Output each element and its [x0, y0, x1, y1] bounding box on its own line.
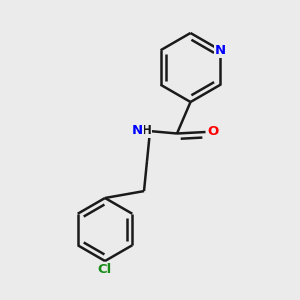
- Text: N: N: [215, 44, 226, 57]
- Text: H: H: [142, 124, 151, 137]
- Text: Cl: Cl: [98, 263, 112, 276]
- Text: O: O: [207, 125, 219, 139]
- Text: N: N: [132, 124, 143, 137]
